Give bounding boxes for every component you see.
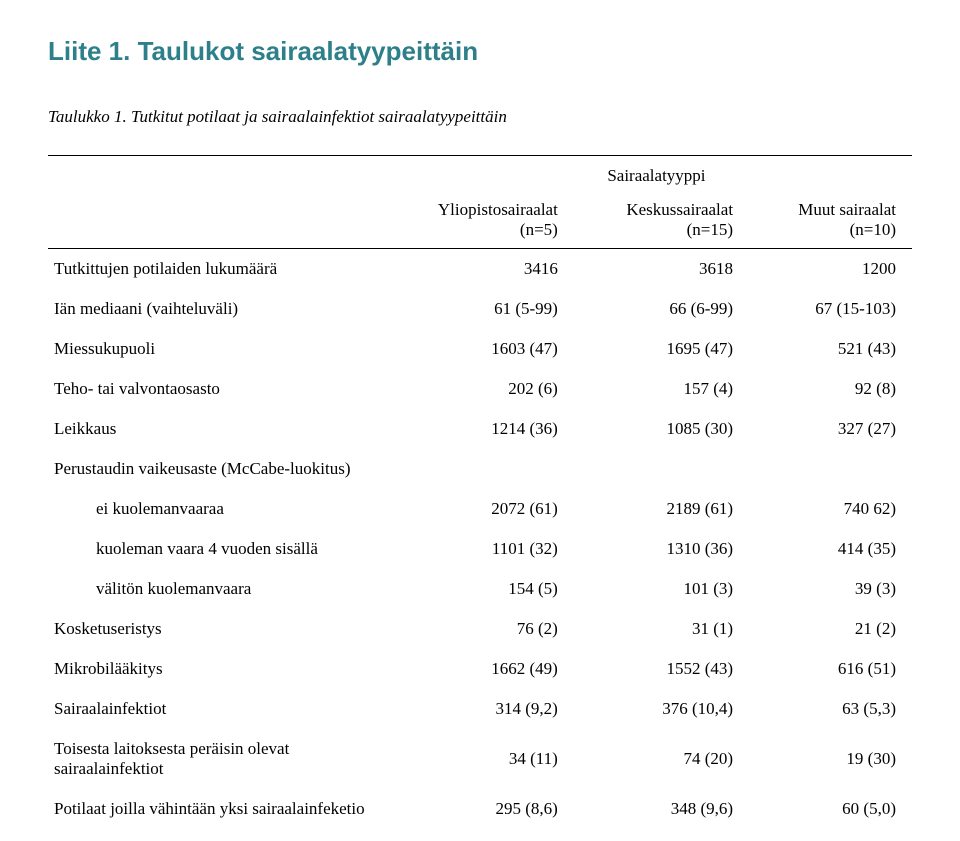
- table-superheader-row: Sairaalatyyppi: [48, 156, 912, 191]
- row-label: Iän mediaani (vaihteluväli): [48, 289, 393, 329]
- cell: 34 (11): [393, 729, 574, 789]
- cell: 414 (35): [749, 529, 912, 569]
- table-header-row: Yliopistosairaalat (n=5) Keskussairaalat…: [48, 190, 912, 249]
- cell: 1200: [749, 249, 912, 290]
- table-row: ei kuolemanvaaraa 2072 (61) 2189 (61) 74…: [48, 489, 912, 529]
- table-row: Miessukupuoli 1603 (47) 1695 (47) 521 (4…: [48, 329, 912, 369]
- cell: 2072 (61): [393, 489, 574, 529]
- cell: 521 (43): [749, 329, 912, 369]
- row-label: ei kuolemanvaaraa: [48, 489, 393, 529]
- cell: 1552 (43): [574, 649, 749, 689]
- cell: 1662 (49): [393, 649, 574, 689]
- row-label: välitön kuolemanvaara: [48, 569, 393, 609]
- col-header-1: Yliopistosairaalat (n=5): [393, 190, 574, 249]
- cell: [574, 449, 749, 489]
- row-label: Potilaat joilla vähintään yksi sairaalai…: [48, 789, 393, 829]
- row-label: Tutkittujen potilaiden lukumäärä: [48, 249, 393, 290]
- cell: 31 (1): [574, 609, 749, 649]
- table-row: Tutkittujen potilaiden lukumäärä 3416 36…: [48, 249, 912, 290]
- cell: 740 62): [749, 489, 912, 529]
- cell: 157 (4): [574, 369, 749, 409]
- cell: 154 (5): [393, 569, 574, 609]
- cell: 3416: [393, 249, 574, 290]
- col-header-2: Keskussairaalat (n=15): [574, 190, 749, 249]
- cell: 74 (20): [574, 729, 749, 789]
- cell: 19 (30): [749, 729, 912, 789]
- cell: 3618: [574, 249, 749, 290]
- cell: 327 (27): [749, 409, 912, 449]
- table-row: Perustaudin vaikeusaste (McCabe-luokitus…: [48, 449, 912, 489]
- cell: 1603 (47): [393, 329, 574, 369]
- row-label: Teho- tai valvontaosasto: [48, 369, 393, 409]
- cell: [749, 449, 912, 489]
- table-row: Potilaat joilla vähintään yksi sairaalai…: [48, 789, 912, 829]
- cell: 39 (3): [749, 569, 912, 609]
- row-label: kuoleman vaara 4 vuoden sisällä: [48, 529, 393, 569]
- superheader-label: Sairaalatyyppi: [574, 156, 749, 191]
- cell: 60 (5,0): [749, 789, 912, 829]
- cell: 66 (6-99): [574, 289, 749, 329]
- row-label: Leikkaus: [48, 409, 393, 449]
- table-row: Toisesta laitoksesta peräisin olevat sai…: [48, 729, 912, 789]
- table-row: kuoleman vaara 4 vuoden sisällä 1101 (32…: [48, 529, 912, 569]
- cell: 1085 (30): [574, 409, 749, 449]
- appendix-heading: Liite 1. Taulukot sairaalatyypeittäin: [48, 36, 912, 67]
- table-row: välitön kuolemanvaara 154 (5) 101 (3) 39…: [48, 569, 912, 609]
- col-header-3: Muut sairaalat (n=10): [749, 190, 912, 249]
- row-label: Perustaudin vaikeusaste (McCabe-luokitus…: [48, 449, 393, 489]
- cell: 67 (15-103): [749, 289, 912, 329]
- cell: 295 (8,6): [393, 789, 574, 829]
- cell: [393, 449, 574, 489]
- row-label: Mikrobilääkitys: [48, 649, 393, 689]
- cell: 202 (6): [393, 369, 574, 409]
- cell: 21 (2): [749, 609, 912, 649]
- cell: 1214 (36): [393, 409, 574, 449]
- table-row: Sairaalainfektiot 314 (9,2) 376 (10,4) 6…: [48, 689, 912, 729]
- cell: 76 (2): [393, 609, 574, 649]
- cell: 1101 (32): [393, 529, 574, 569]
- table-row: Teho- tai valvontaosasto 202 (6) 157 (4)…: [48, 369, 912, 409]
- table-row: Mikrobilääkitys 1662 (49) 1552 (43) 616 …: [48, 649, 912, 689]
- col-label-blank: [48, 190, 393, 249]
- cell: 2189 (61): [574, 489, 749, 529]
- cell: 63 (5,3): [749, 689, 912, 729]
- cell: 314 (9,2): [393, 689, 574, 729]
- cell: 92 (8): [749, 369, 912, 409]
- row-label: Toisesta laitoksesta peräisin olevat sai…: [48, 729, 393, 789]
- cell: 61 (5-99): [393, 289, 574, 329]
- cell: 616 (51): [749, 649, 912, 689]
- row-label: Sairaalainfektiot: [48, 689, 393, 729]
- cell: 348 (9,6): [574, 789, 749, 829]
- row-label: Kosketuseristys: [48, 609, 393, 649]
- cell: 376 (10,4): [574, 689, 749, 729]
- table-row: Leikkaus 1214 (36) 1085 (30) 327 (27): [48, 409, 912, 449]
- hospital-type-table: Sairaalatyyppi Yliopistosairaalat (n=5) …: [48, 155, 912, 829]
- table-row: Kosketuseristys 76 (2) 31 (1) 21 (2): [48, 609, 912, 649]
- table-caption: Taulukko 1. Tutkitut potilaat ja sairaal…: [48, 107, 912, 127]
- cell: 101 (3): [574, 569, 749, 609]
- cell: 1310 (36): [574, 529, 749, 569]
- row-label: Miessukupuoli: [48, 329, 393, 369]
- cell: 1695 (47): [574, 329, 749, 369]
- table-row: Iän mediaani (vaihteluväli) 61 (5-99) 66…: [48, 289, 912, 329]
